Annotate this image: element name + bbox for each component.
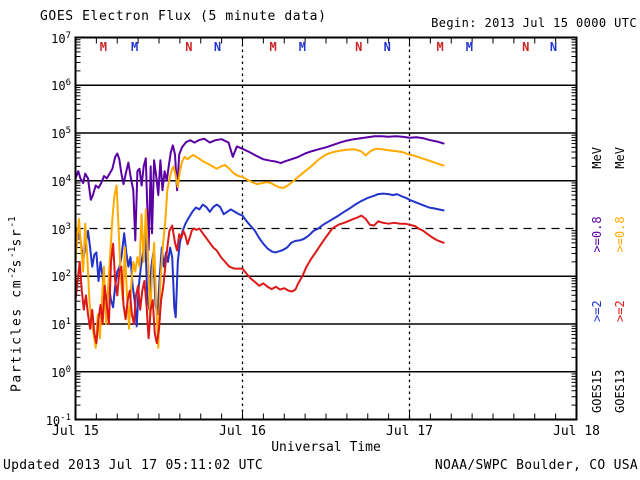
series-goes15_e08 [74, 135, 445, 251]
legend-goes15-ge08: >=0.8 [590, 216, 604, 253]
x-tick-label-jul-16: Jul 16 [219, 424, 266, 439]
series-goes15_e2 [74, 192, 445, 328]
local-noon-marker-goes15: N [549, 40, 558, 54]
plot-border [74, 36, 578, 421]
y-tick-label-10e-1: 10-1 [45, 412, 71, 428]
y-tick-label-10e3: 103 [51, 221, 71, 237]
y-tick-label-10e0: 100 [51, 364, 71, 380]
source-credit: NOAA/SWPC Boulder, CO USA [434, 458, 638, 473]
y-tick-label-10e2: 102 [51, 269, 71, 285]
legend-goes13-ge08: >=0.8 [613, 216, 627, 253]
local-midnight-marker-goes13: M [269, 40, 277, 54]
legend-goes15: GOES15 >=2 >=0.8 MeV [589, 147, 605, 413]
local-midnight-marker-goes13: M [99, 40, 107, 54]
local-noon-marker-goes13: N [185, 40, 193, 54]
local-midnight-marker-goes15: M [298, 40, 306, 54]
series-goes13_e08 [74, 147, 445, 349]
local-noon-marker-goes15: N [213, 40, 222, 54]
local-noon-marker-goes13: N [355, 40, 363, 54]
updated-timestamp: Updated 2013 Jul 17 05:11:02 UTC [3, 458, 264, 473]
local-midnight-marker-goes13: M [436, 40, 444, 54]
x-tick-label-jul-18: Jul 18 [553, 424, 600, 439]
y-tick-label-10e1: 101 [51, 317, 71, 332]
y-tick-label-10e7: 107 [51, 30, 71, 46]
begin-timestamp: Begin: 2013 Jul 15 0000 UTC [431, 16, 637, 30]
local-noon-marker-goes15: N [383, 40, 391, 54]
y-axis-label: Particles cm-2s-1sr-1 [7, 216, 25, 392]
legend-goes15-unit: MeV [590, 147, 604, 169]
legend-goes13-satellite: GOES13 [613, 369, 627, 413]
x-tick-label-jul-15: Jul 15 [52, 424, 99, 439]
y-tick-label-10e6: 106 [51, 78, 71, 94]
x-tick-label-jul-17: Jul 17 [386, 424, 433, 439]
local-noon-marker-goes13: N [522, 40, 530, 54]
local-midnight-marker-goes15: M [465, 40, 473, 54]
legend-goes15-ge2: >=2 [590, 300, 604, 322]
series-goes13_e2 [74, 214, 445, 345]
x-axis-label: Universal Time [271, 440, 381, 455]
legend-goes13-unit: MeV [613, 147, 627, 169]
legend-goes13: GOES13 >=2 >=0.8 MeV [612, 147, 628, 413]
y-tick-label-10e4: 104 [51, 173, 71, 189]
local-midnight-marker-goes15: M [131, 40, 139, 54]
legend-goes13-ge2: >=2 [613, 300, 627, 322]
y-tick-label-10e5: 105 [51, 126, 71, 141]
chart-title: GOES Electron Flux (5 minute data) [40, 9, 327, 24]
legend-goes15-satellite: GOES15 [590, 369, 604, 413]
